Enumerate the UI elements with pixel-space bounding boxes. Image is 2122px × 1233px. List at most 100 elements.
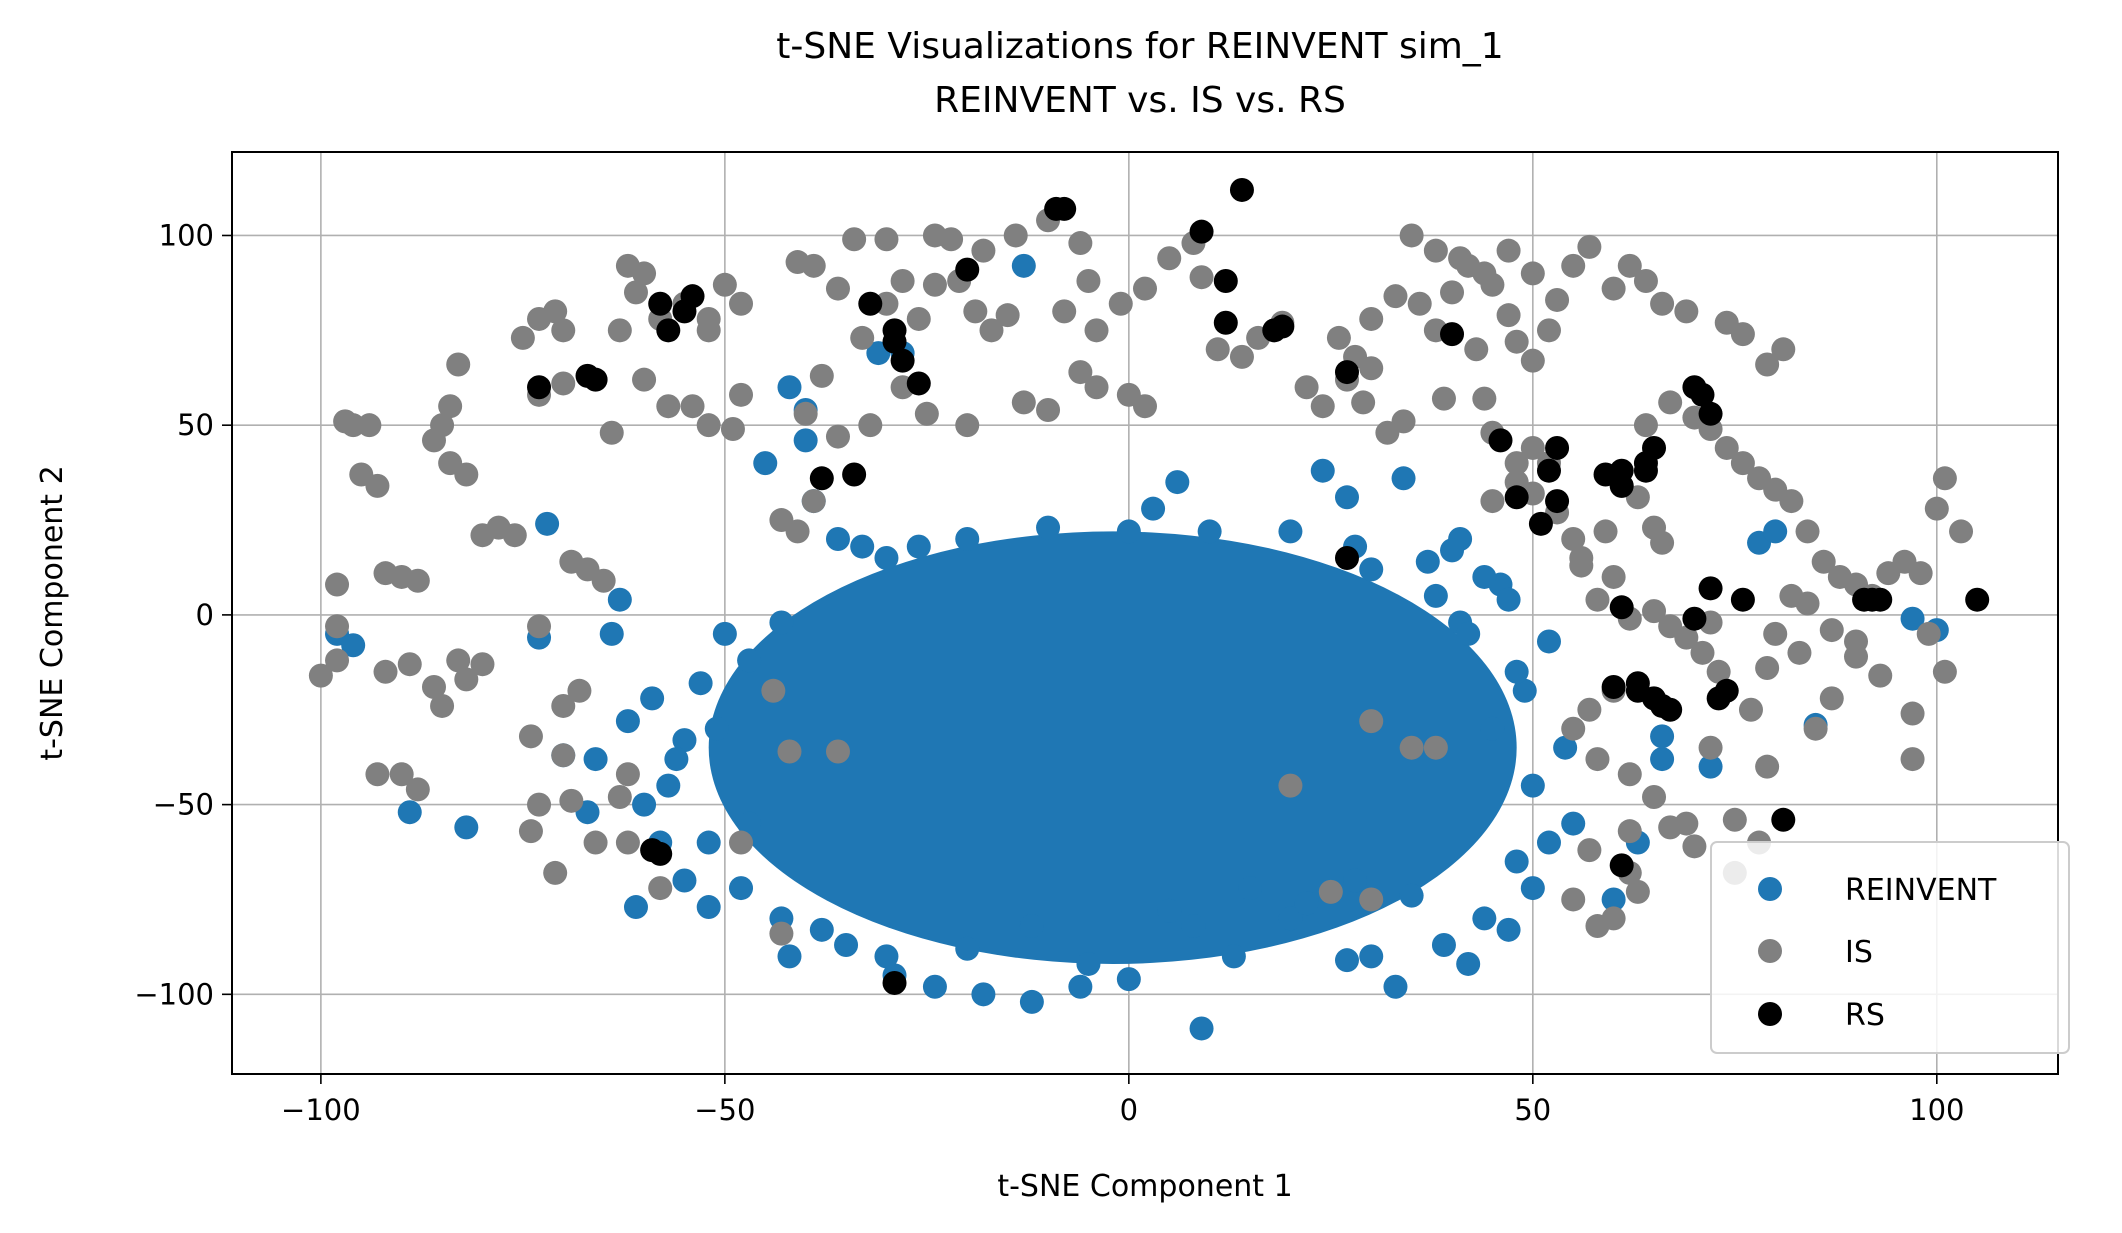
data-point-rs (1730, 587, 1755, 612)
data-point-is (963, 299, 988, 324)
data-point-is (325, 614, 350, 639)
data-point-is (1407, 291, 1432, 316)
data-point-is (1949, 519, 1974, 544)
data-point-rs (1213, 310, 1238, 335)
data-point-rs (1528, 511, 1553, 536)
data-point-rs (1270, 314, 1295, 339)
data-point-is (1205, 337, 1230, 362)
data-point-is (1520, 435, 1545, 460)
data-point-is (1642, 599, 1667, 624)
data-point-is (623, 280, 648, 305)
data-point-is (979, 318, 1004, 343)
data-point-is (1229, 344, 1254, 369)
data-point-is (809, 363, 834, 388)
data-point-reinvent (1294, 891, 1319, 916)
data-point-is (890, 269, 915, 294)
data-point-is (454, 462, 479, 487)
data-point-is (1617, 819, 1642, 844)
data-point-is (906, 306, 931, 331)
data-point-is (1738, 697, 1763, 722)
data-point-is (1585, 587, 1610, 612)
data-point-rs (648, 291, 673, 316)
data-point-is (373, 659, 398, 684)
data-point-reinvent (664, 747, 689, 772)
data-point-rs (1965, 587, 1990, 612)
data-point-is (1431, 386, 1456, 411)
data-point-reinvent (729, 876, 754, 901)
data-point-is (454, 667, 479, 692)
data-point-rs (882, 329, 907, 354)
legend: REINVENT IS RS (1710, 841, 2070, 1054)
data-point-is (1569, 553, 1594, 578)
data-point-is (1577, 838, 1602, 863)
data-point-is (397, 652, 422, 677)
data-point-is (1504, 329, 1529, 354)
data-point-reinvent (1278, 906, 1303, 931)
data-point-reinvent (1116, 967, 1141, 992)
data-point-is (1795, 519, 1820, 544)
data-point-is (1601, 276, 1626, 301)
series-is (308, 208, 1974, 946)
y-tick-label: −100 (134, 977, 214, 1011)
data-point-reinvent (1116, 519, 1141, 544)
data-point-is (421, 674, 446, 699)
data-point-is (1900, 747, 1925, 772)
data-point-is (1133, 276, 1157, 301)
data-point-is (1763, 621, 1788, 646)
data-point-reinvent (1238, 876, 1263, 901)
data-point-is (583, 830, 608, 855)
data-point-reinvent (1480, 716, 1505, 741)
x-tick-label: −50 (694, 1093, 755, 1127)
data-point-is (1189, 265, 1214, 290)
data-point-is (939, 227, 964, 252)
data-point-is (1496, 238, 1521, 263)
data-point-is (955, 413, 980, 438)
data-point-is (543, 860, 568, 885)
legend-label-reinvent: REINVENT (1845, 873, 1997, 908)
data-point-is (1601, 906, 1626, 931)
series-reinvent (325, 253, 1949, 1041)
data-point-is (430, 693, 455, 718)
data-point-reinvent (1310, 458, 1335, 483)
data-point-reinvent (1019, 914, 1044, 939)
data-point-reinvent (1011, 253, 1036, 278)
data-point-reinvent (1900, 606, 1925, 631)
data-point-is (729, 291, 754, 316)
data-point-is (1496, 303, 1521, 328)
data-point-is (648, 876, 673, 901)
data-point-is (1625, 879, 1650, 904)
series-rs (527, 177, 1990, 995)
data-point-is (543, 299, 568, 324)
data-point-is (1755, 754, 1780, 779)
data-point-is (1714, 310, 1739, 335)
data-point-is (632, 367, 657, 392)
data-point-is (720, 416, 745, 441)
data-point-is (1698, 735, 1723, 760)
data-point-is (1650, 530, 1675, 555)
data-point-is (1359, 709, 1384, 734)
data-point-is (1908, 561, 1933, 586)
data-point-reinvent (1391, 466, 1416, 491)
data-point-reinvent (696, 895, 721, 920)
data-point-reinvent (737, 648, 762, 673)
data-point-is (1674, 811, 1699, 836)
x-axis-label: t-SNE Component 1 (997, 1169, 1292, 1204)
data-point-rs (1213, 269, 1238, 294)
data-point-is (1399, 223, 1424, 248)
data-point-reinvent (1504, 659, 1529, 684)
data-point-reinvent (1221, 944, 1246, 969)
data-point-rs (906, 371, 931, 396)
data-point-reinvent (1472, 906, 1497, 931)
reinvent-dense-cluster (708, 531, 1517, 964)
data-point-reinvent (1036, 515, 1061, 540)
data-point-is (1076, 269, 1101, 294)
data-point-is (1577, 697, 1602, 722)
data-point-reinvent (454, 815, 479, 840)
data-point-reinvent (1650, 747, 1675, 772)
data-point-reinvent (1068, 974, 1093, 999)
data-point-rs (1440, 322, 1465, 347)
data-point-rs (1714, 678, 1739, 703)
data-point-reinvent (1141, 496, 1166, 521)
data-point-is (1714, 435, 1739, 460)
data-point-is (1916, 621, 1941, 646)
